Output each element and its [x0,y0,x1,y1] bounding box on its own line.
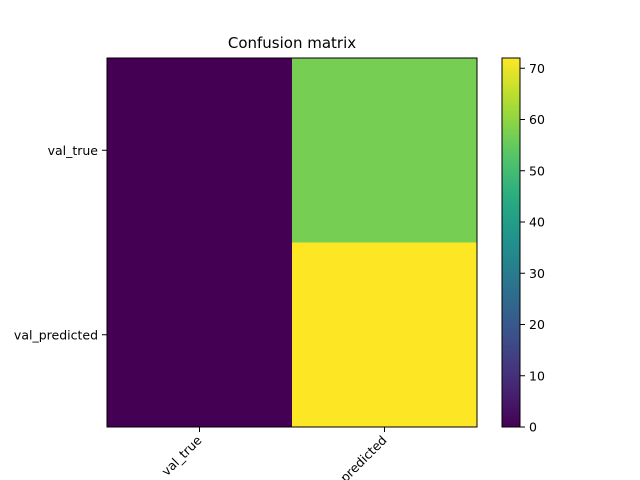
x-tick-label: val_true [158,432,204,478]
heatmap-cell-0-0 [107,58,293,243]
plot-frame [106,57,478,428]
colorbar-tick-label: 30 [529,266,545,281]
colorbar-axis: 0 10 20 30 40 50 60 70 [520,61,545,435]
heatmap-cell-1-1 [292,242,478,428]
colorbar-tick-label: 40 [529,215,545,230]
colorbar-tick-label: 70 [529,61,545,76]
x-tick-label: val_predicted [320,433,390,480]
heatmap-cell-0-1 [292,58,478,243]
y-tick-label: val_true [48,143,99,158]
chart-title: Confusion matrix [228,34,356,52]
colorbar-tick-label: 50 [529,163,545,178]
y-tick-label: val_predicted [14,327,98,342]
colorbar-tick-label: 10 [529,368,545,383]
colorbar-frame [501,57,521,428]
y-axis: val_true val_predicted [14,143,107,342]
heatmap-cells [107,58,478,428]
colorbar [502,58,520,427]
colorbar-tick-label: 20 [529,317,545,332]
colorbar-tick-label: 60 [529,112,545,127]
colorbar-tick-label: 0 [529,420,537,435]
x-axis: val_true val_predicted [158,427,390,480]
heatmap-cell-1-0 [107,242,293,428]
